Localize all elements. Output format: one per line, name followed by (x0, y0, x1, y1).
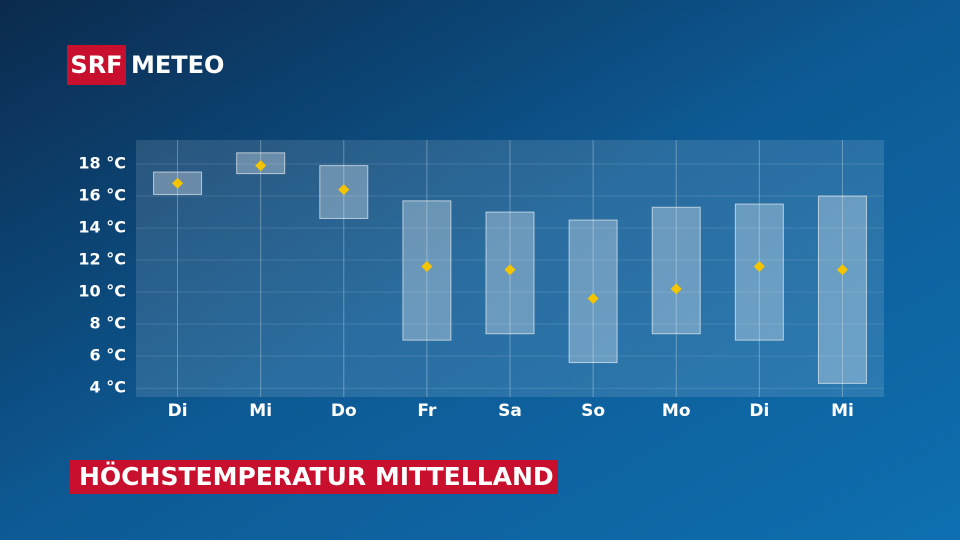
median-marker (255, 160, 267, 172)
median-marker (836, 264, 848, 276)
range-box (817, 195, 867, 384)
y-tick-label: 14 °C (78, 218, 126, 237)
x-tick-label: Di (749, 401, 769, 421)
y-tick-label: 18 °C (78, 154, 126, 173)
logo-box (67, 45, 126, 85)
x-tick-label: Mi (831, 401, 854, 421)
x-tick-label: Fr (417, 401, 437, 421)
logo-product: METEO (131, 51, 224, 79)
median-marker (587, 293, 599, 305)
y-tick-label: 4 °C (90, 378, 126, 397)
y-tick-label: 12 °C (78, 250, 126, 269)
median-marker (338, 184, 350, 196)
median-marker (670, 283, 682, 295)
y-tick-label: 6 °C (90, 346, 126, 365)
range-box (568, 219, 618, 364)
x-tick-label: Mi (249, 401, 272, 421)
x-tick-label: Do (331, 401, 357, 421)
logo-brand: SRF (70, 51, 122, 79)
range-box (734, 203, 784, 341)
median-marker (172, 177, 184, 189)
x-tick-label: Sa (498, 401, 522, 421)
x-tick-label: Di (168, 401, 188, 421)
x-tick-label: Mo (662, 401, 691, 421)
median-marker (421, 260, 433, 272)
title-box (70, 460, 558, 494)
x-tick-label: So (581, 401, 605, 421)
y-tick-label: 16 °C (78, 186, 126, 205)
y-tick-label: 10 °C (78, 282, 126, 301)
median-marker (753, 260, 765, 272)
median-marker (504, 264, 516, 276)
y-tick-label: 8 °C (90, 314, 126, 333)
range-box (651, 206, 701, 335)
chart-title: HÖCHSTEMPERATUR MITTELLAND (79, 461, 554, 491)
